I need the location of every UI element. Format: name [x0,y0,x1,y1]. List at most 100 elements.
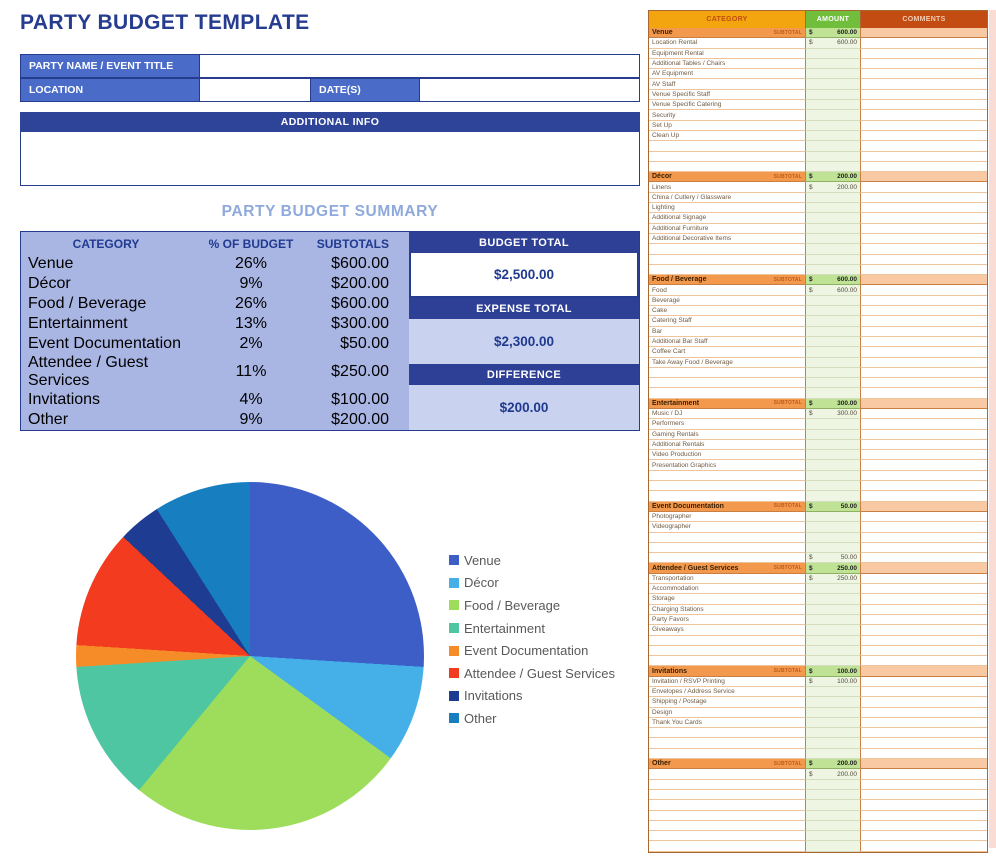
item-comment-cell[interactable] [861,244,987,255]
item-amount-cell[interactable] [805,357,861,368]
item-comment-cell[interactable] [861,574,987,585]
item-amount-cell[interactable] [805,748,861,760]
item-label-cell[interactable]: Additional Decorative Items [649,234,805,245]
item-comment-cell[interactable] [861,141,987,152]
item-amount-cell[interactable] [805,687,861,698]
item-comment-cell[interactable] [861,553,987,564]
budget-total-value[interactable]: $2,500.00 [409,253,639,298]
item-amount-cell[interactable] [805,789,861,801]
item-amount-cell[interactable] [805,69,861,80]
item-comment-cell[interactable] [861,255,987,265]
item-label-cell[interactable] [649,255,805,265]
item-label-cell[interactable] [649,780,805,790]
item-amount-cell[interactable] [805,130,861,142]
item-comment-cell[interactable] [861,718,987,729]
item-amount-cell[interactable] [805,244,861,255]
item-comment-cell[interactable] [861,625,987,636]
item-comment-cell[interactable] [861,790,987,801]
item-label-cell[interactable] [649,388,805,399]
item-comment-cell[interactable] [861,543,987,554]
item-comment-cell[interactable] [861,481,987,492]
item-label-cell[interactable]: Venue Specific Staff [649,90,805,101]
item-amount-cell[interactable] [805,738,861,749]
item-amount-cell[interactable] [805,347,861,358]
item-amount-cell[interactable] [805,460,861,471]
item-comment-cell[interactable] [861,594,987,605]
item-amount-cell[interactable] [805,542,861,554]
item-label-cell[interactable]: Location Rental [649,38,805,49]
item-amount-cell[interactable] [805,810,861,821]
item-amount-cell[interactable] [805,800,861,811]
item-amount-cell[interactable] [805,295,861,307]
item-comment-cell[interactable] [861,337,987,348]
item-label-cell[interactable]: Catering Staff [649,316,805,327]
item-comment-cell[interactable] [861,327,987,337]
item-label-cell[interactable] [649,543,805,554]
item-comment-cell[interactable] [861,224,987,234]
item-comment-cell[interactable] [861,49,987,59]
item-label-cell[interactable]: Shipping / Postage [649,697,805,708]
item-amount-cell[interactable] [805,336,861,348]
item-comment-cell[interactable] [861,512,987,523]
item-amount-cell[interactable] [805,367,861,379]
item-label-cell[interactable]: Additional Bar Staff [649,337,805,348]
item-amount-cell[interactable] [805,728,861,739]
item-comment-cell[interactable] [861,121,987,131]
item-comment-cell[interactable] [861,203,987,214]
item-label-cell[interactable]: Performers [649,419,805,430]
item-amount-cell[interactable] [805,429,861,440]
item-label-cell[interactable]: China / Cutlery / Glassware [649,193,805,204]
item-label-cell[interactable]: Set Up [649,121,805,131]
item-comment-cell[interactable] [861,780,987,790]
item-comment-cell[interactable] [861,769,987,780]
item-comment-cell[interactable] [861,213,987,224]
item-label-cell[interactable] [649,265,805,276]
item-label-cell[interactable]: Coffee Cart [649,347,805,358]
item-label-cell[interactable] [649,728,805,739]
item-label-cell[interactable] [649,244,805,255]
item-label-cell[interactable]: Photographer [649,512,805,523]
item-label-cell[interactable]: Venue Specific Catering [649,100,805,111]
item-comment-cell[interactable] [861,656,987,667]
item-comment-cell[interactable] [861,430,987,440]
item-amount-cell[interactable] [805,614,861,626]
item-label-cell[interactable]: Charging Stations [649,605,805,615]
item-comment-cell[interactable] [861,636,987,646]
item-amount-cell[interactable] [805,120,861,131]
item-amount-cell[interactable] [805,306,861,317]
item-label-cell[interactable]: Accommodation [649,584,805,595]
item-amount-cell[interactable]: $50.00 [805,553,861,564]
item-label-cell[interactable] [649,738,805,749]
item-amount-cell[interactable] [805,419,861,430]
item-label-cell[interactable]: Party Favors [649,615,805,626]
item-comment-cell[interactable] [861,358,987,368]
item-comment-cell[interactable] [861,182,987,193]
item-label-cell[interactable] [649,533,805,543]
item-comment-cell[interactable] [861,615,987,626]
item-comment-cell[interactable] [861,460,987,471]
item-comment-cell[interactable] [861,440,987,451]
item-amount-cell[interactable] [805,604,861,615]
item-amount-cell[interactable] [805,470,861,482]
item-label-cell[interactable] [649,636,805,646]
item-comment-cell[interactable] [861,59,987,70]
item-amount-cell[interactable] [805,89,861,101]
item-label-cell[interactable] [649,141,805,152]
item-amount-cell[interactable] [805,656,861,667]
item-amount-cell[interactable] [805,481,861,492]
item-comment-cell[interactable] [861,749,987,760]
item-amount-cell[interactable] [805,645,861,657]
item-comment-cell[interactable] [861,388,987,399]
item-comment-cell[interactable] [861,193,987,204]
item-label-cell[interactable]: Design [649,708,805,718]
item-amount-cell[interactable] [805,697,861,708]
item-label-cell[interactable] [649,553,805,564]
item-comment-cell[interactable] [861,697,987,708]
item-amount-cell[interactable] [805,48,861,59]
item-comment-cell[interactable] [861,831,987,842]
item-label-cell[interactable] [649,831,805,842]
item-label-cell[interactable]: Thank You Cards [649,718,805,729]
item-label-cell[interactable]: Storage [649,594,805,605]
item-label-cell[interactable] [649,800,805,811]
item-label-cell[interactable] [649,749,805,760]
